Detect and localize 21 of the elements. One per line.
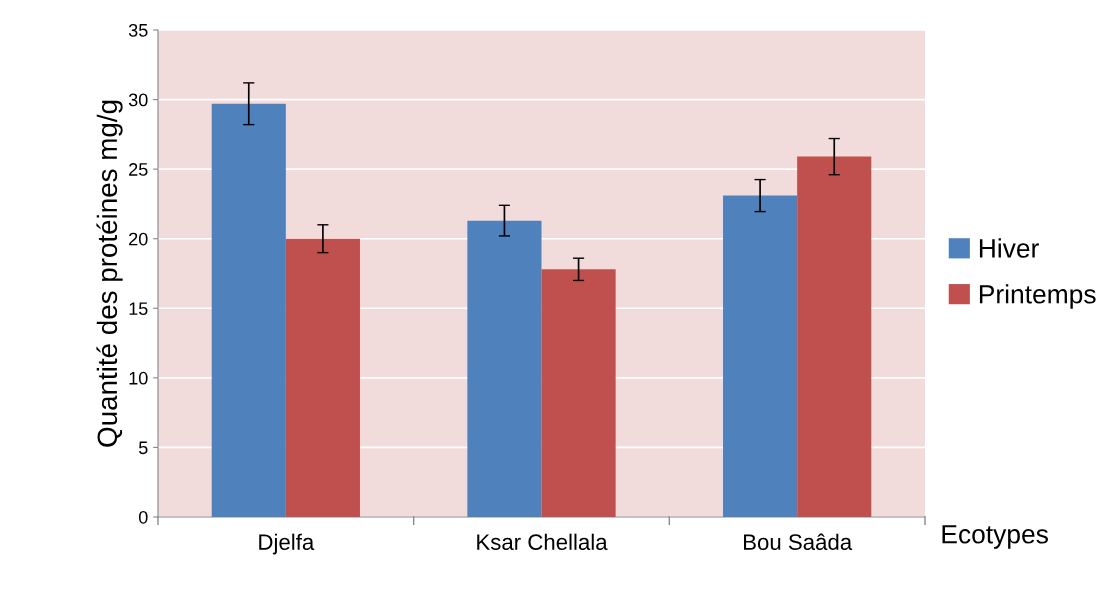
y-tick-label: 20 — [129, 232, 148, 246]
legend-label: Hiver — [979, 238, 1039, 258]
y-tick-label: 10 — [129, 371, 148, 385]
y-tick-label: 30 — [128, 93, 148, 107]
bar — [467, 220, 542, 517]
x-axis-title: Ecotypes — [942, 525, 1048, 549]
bar — [285, 238, 360, 517]
x-tick-label: Ksar Chellala — [477, 533, 608, 550]
bar — [797, 156, 872, 517]
y-tick-label: 25 — [129, 163, 148, 176]
x-tick-label: Djelfa — [259, 533, 315, 555]
x-tick-label: Bou Saâda — [744, 533, 853, 550]
y-tick-label: 5 — [138, 441, 148, 455]
y-tick-label: 35 — [128, 23, 148, 37]
bar — [541, 269, 616, 517]
legend-label: Printemps — [979, 284, 1096, 309]
y-tick-label: 0 — [138, 510, 148, 524]
bar — [211, 103, 286, 517]
bar — [723, 195, 798, 517]
y-axis-title: Quantité des protéines mg/g — [96, 100, 123, 447]
y-tick-label: 15 — [129, 302, 148, 316]
